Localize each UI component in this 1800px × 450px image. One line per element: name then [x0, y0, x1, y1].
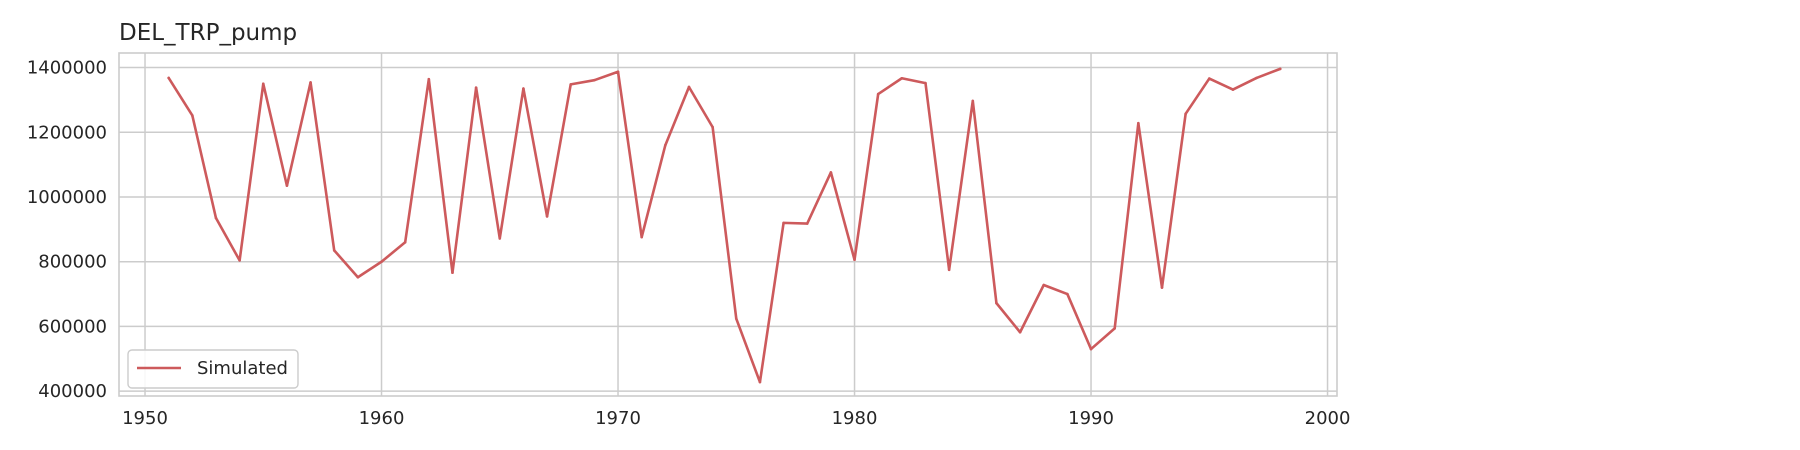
data-point-1963: [451, 271, 454, 275]
data-point-1971: [640, 235, 643, 239]
grid-lines: [119, 53, 1337, 396]
y-axis-ticks: 400000 600000 800000 1000000 1200000 1400000: [27, 58, 107, 403]
data-point-1956: [285, 184, 289, 187]
chart-title: DEL_TRP_pump: [119, 20, 297, 46]
legend-label-simulated: Simulated: [197, 358, 288, 379]
data-point-1983: [924, 81, 927, 85]
data-point-1991: [1113, 327, 1116, 330]
data-point-1954: [238, 259, 241, 262]
data-point-1995: [1207, 77, 1211, 80]
data-point-1981: [876, 92, 880, 96]
data-point-1988: [1042, 283, 1046, 287]
data-point-1982: [900, 76, 904, 80]
x-tick-label-2000: 2000: [1305, 408, 1351, 429]
data-point-1987: [1018, 330, 1022, 334]
data-point-1951: [167, 76, 170, 80]
y-tick-label-1400000: 1400000: [27, 58, 107, 79]
legend-box: [127, 349, 299, 389]
data-point-1959: [356, 275, 360, 279]
x-tick-label-1970: 1970: [595, 408, 641, 429]
data-point-1980: [853, 258, 856, 262]
data-point-1967: [545, 215, 549, 218]
data-point-1996: [1231, 88, 1235, 91]
legend: Simulated: [127, 349, 299, 389]
data-point-1998: [1278, 67, 1282, 71]
data-point-1975: [734, 317, 738, 320]
y-tick-label-600000: 600000: [38, 316, 107, 337]
data-point-1985: [971, 99, 975, 103]
data-point-1953: [214, 216, 218, 220]
data-point-1990: [1089, 347, 1093, 351]
data-point-1955: [261, 82, 265, 86]
data-point-1997: [1255, 76, 1258, 80]
data-point-1968: [569, 83, 573, 86]
data-point-1969: [593, 78, 596, 82]
data-point-1952: [191, 114, 194, 117]
data-point-1986: [995, 301, 998, 305]
data-point-1972: [664, 143, 667, 147]
data-point-1984: [947, 268, 951, 272]
x-tick-label-1990: 1990: [1068, 408, 1114, 429]
x-tick-label-1960: 1960: [359, 408, 405, 429]
data-point-1979: [829, 171, 833, 174]
plot-frame: [118, 52, 1338, 397]
data-point-1973: [687, 85, 691, 89]
data-point-1962: [427, 77, 431, 81]
data-point-1961: [403, 241, 407, 244]
data-point-1966: [522, 87, 525, 90]
data-point-1960: [380, 260, 383, 264]
data-point-1992: [1137, 121, 1140, 125]
series-line-simulated: [167, 67, 1282, 384]
y-tick-label-800000: 800000: [38, 252, 107, 273]
y-tick-label-400000: 400000: [38, 381, 107, 402]
data-point-1994: [1184, 112, 1187, 116]
data-point-1976: [758, 380, 762, 384]
data-point-1989: [1066, 292, 1069, 296]
data-point-1993: [1160, 286, 1164, 289]
data-point-1974: [711, 125, 714, 129]
series-layer: [167, 67, 1282, 384]
y-tick-label-1000000: 1000000: [27, 187, 107, 208]
data-point-1965: [498, 237, 502, 240]
data-point-1970: [616, 70, 620, 74]
x-tick-label-1980: 1980: [832, 408, 878, 429]
data-point-1978: [805, 222, 809, 225]
data-point-1977: [782, 221, 785, 225]
x-tick-label-1950: 1950: [122, 408, 168, 429]
data-point-1957: [309, 81, 312, 84]
data-point-1958: [332, 249, 336, 252]
data-point-1964: [474, 86, 478, 89]
y-tick-label-1200000: 1200000: [27, 122, 107, 143]
x-axis-ticks: 1950 1960 1970 1980 1990 2000: [122, 408, 1350, 429]
